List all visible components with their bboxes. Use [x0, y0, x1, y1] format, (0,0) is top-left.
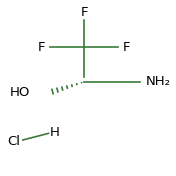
Text: H: H	[50, 126, 60, 139]
Text: F: F	[38, 41, 46, 54]
Text: F: F	[122, 41, 130, 54]
Text: Cl: Cl	[7, 135, 20, 148]
Text: HO: HO	[10, 86, 30, 99]
Text: NH₂: NH₂	[146, 76, 171, 88]
Text: F: F	[80, 6, 88, 19]
